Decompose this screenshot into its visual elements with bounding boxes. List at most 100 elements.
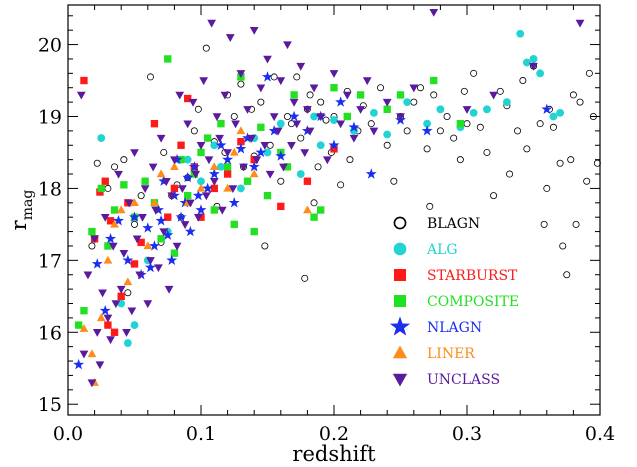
data-point-unclass: [98, 289, 107, 298]
data-point-unclass: [143, 300, 153, 309]
y-axis-label-subscript: mag: [20, 190, 36, 221]
data-point-blagn: [237, 80, 245, 88]
data-point-blagn: [257, 98, 265, 106]
data-point-alg: [529, 55, 538, 63]
data-point-composite: [243, 177, 252, 185]
data-point-nlagn: [144, 261, 156, 273]
data-point-unclass: [196, 142, 206, 150]
data-point-unclass: [167, 192, 177, 201]
data-point-blagn: [567, 156, 575, 164]
legend-label-composite: COMPOSITE: [427, 294, 519, 310]
data-point-nlagn: [365, 168, 377, 179]
legend: BLAGN ALG STARBURST COMPOSITE NLAGN LINER UNCL…: [389, 216, 519, 388]
data-point-unclass: [172, 242, 182, 251]
data-point-blagn: [563, 271, 571, 279]
data-point-nlagn: [262, 71, 273, 82]
data-point-composite: [290, 91, 298, 99]
data-point-nlagn: [228, 197, 240, 208]
data-point-unclass: [260, 142, 270, 150]
data-point-composite: [80, 307, 88, 315]
data-point-unclass: [283, 41, 292, 50]
data-point-unclass: [429, 8, 439, 17]
legend-marker-nlagn: [389, 316, 411, 336]
data-point-unclass: [90, 235, 99, 244]
data-point-nlagn: [541, 103, 553, 114]
data-point-unclass: [236, 70, 246, 78]
data-point-unclass: [159, 228, 169, 237]
data-point-blagn: [403, 127, 411, 135]
data-point-alg: [310, 112, 318, 121]
data-point-starburst: [250, 155, 258, 164]
data-point-composite: [343, 112, 351, 121]
y-tick-label: 19: [38, 106, 62, 128]
data-point-blagn: [322, 116, 330, 124]
data-point-liner: [130, 198, 139, 207]
data-point-alg: [97, 134, 106, 142]
x-tick-label: 0.0: [53, 423, 83, 445]
data-point-blagn: [456, 156, 464, 164]
data-point-unclass: [220, 91, 230, 100]
data-point-unclass: [256, 84, 266, 93]
data-point-blagn: [120, 156, 128, 164]
data-point-unclass: [252, 156, 262, 165]
data-point-unclass: [369, 127, 379, 136]
data-point-composite: [74, 321, 83, 329]
data-point-starburst: [150, 120, 159, 128]
data-point-unclass: [148, 163, 158, 172]
data-point-nlagn: [188, 161, 200, 172]
data-point-liner: [229, 147, 239, 156]
data-point-liner: [150, 198, 159, 207]
data-point-unclass: [175, 91, 185, 100]
data-point-starburst: [197, 213, 205, 221]
data-point-unclass: [87, 379, 97, 388]
data-point-unclass: [309, 84, 319, 93]
data-point-unclass: [217, 206, 227, 215]
data-point-unclass: [247, 134, 256, 143]
data-point-liner: [79, 324, 89, 332]
data-point-alg: [330, 116, 338, 124]
data-point-unclass: [183, 120, 193, 129]
data-point-composite: [330, 84, 338, 92]
data-point-blagn: [519, 77, 527, 85]
data-point-nlagn: [215, 139, 227, 150]
data-point-unclass: [409, 84, 419, 93]
data-point-nlagn: [335, 96, 347, 107]
data-point-liner: [196, 183, 206, 192]
legend-marker-unclass: [392, 373, 408, 387]
data-point-blagn: [383, 141, 391, 149]
data-point-unclass: [119, 249, 129, 258]
data-point-composite: [141, 177, 149, 185]
data-point-unclass: [154, 264, 163, 273]
data-point-blagn: [514, 127, 522, 135]
data-point-blagn: [190, 127, 198, 135]
data-point-nlagn: [255, 146, 267, 158]
data-point-blagn: [556, 159, 564, 167]
data-point-blagn: [543, 184, 551, 192]
data-point-unclass: [276, 77, 286, 86]
data-point-blagn: [410, 98, 418, 106]
data-point-unclass: [116, 285, 126, 294]
data-point-blagn: [460, 87, 468, 95]
data-point-composite: [170, 249, 179, 257]
data-point-unclass: [239, 163, 248, 172]
data-point-blagn: [490, 192, 498, 200]
data-point-unclass: [215, 134, 224, 143]
y-axis-label-main: r: [7, 219, 31, 230]
legend-label-nlagn: NLAGN: [427, 320, 482, 336]
data-point-liner: [249, 169, 259, 178]
data-point-unclass: [106, 336, 115, 345]
data-point-unclass: [92, 329, 102, 337]
data-point-unclass: [140, 185, 150, 194]
data-point-blagn: [124, 289, 132, 297]
data-point-unclass: [292, 120, 302, 129]
data-point-blagn: [270, 73, 278, 81]
data-point-starburst: [237, 137, 245, 146]
data-point-unclass: [207, 19, 217, 28]
data-point-unclass: [209, 178, 219, 186]
data-point-composite: [230, 220, 238, 229]
data-point-composite: [217, 120, 225, 128]
data-point-composite: [157, 235, 165, 243]
data-point-starburst: [184, 94, 192, 103]
data-point-unclass: [228, 185, 238, 194]
data-point-unclass: [289, 98, 299, 107]
